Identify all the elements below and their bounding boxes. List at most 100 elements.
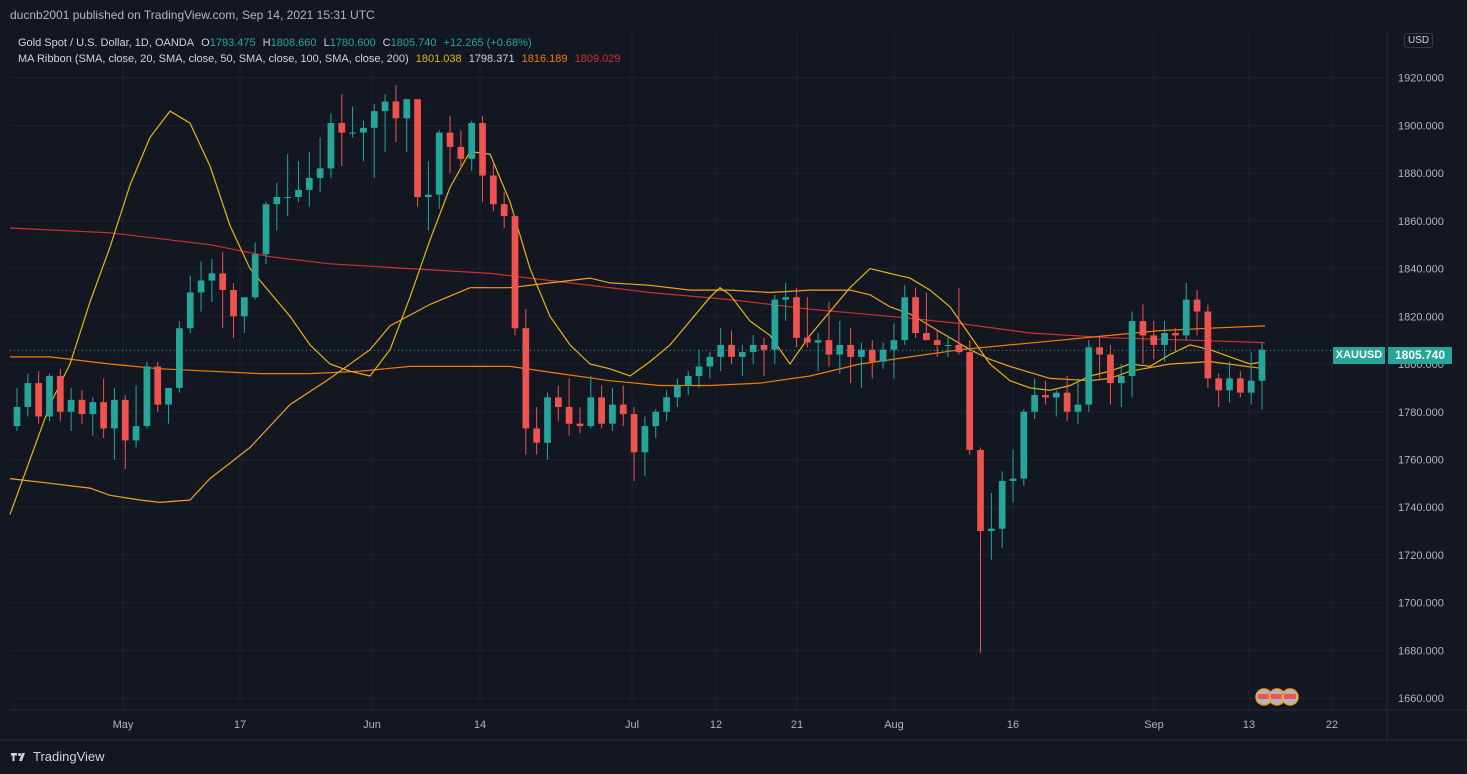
- y-tick-label: 1660.000: [1398, 693, 1444, 705]
- candle-body: [240, 297, 248, 317]
- candle-body: [284, 197, 292, 199]
- candle-body: [165, 387, 172, 405]
- candle-body: [803, 337, 811, 343]
- candle-body: [208, 273, 216, 281]
- event-flag-stripe: [1284, 694, 1296, 699]
- candle-body: [305, 177, 313, 190]
- candle-body: [1161, 333, 1168, 345]
- candle-body: [425, 194, 432, 198]
- candle-body: [24, 383, 32, 407]
- legend-close-label: C: [382, 37, 391, 49]
- candle-body: [468, 123, 476, 159]
- ma100-line: [10, 325, 1266, 387]
- candle-body: [923, 333, 930, 341]
- candle-body: [1247, 380, 1255, 393]
- candle-body: [1182, 299, 1190, 336]
- last-price-tag: 1805.740: [1388, 347, 1452, 364]
- y-tick-label: 1740.000: [1398, 502, 1444, 514]
- candle-body: [392, 101, 400, 119]
- candle-body: [674, 385, 681, 398]
- candle-body: [1074, 404, 1082, 412]
- candle-body: [500, 204, 508, 217]
- candle-body: [197, 280, 205, 293]
- candle-body: [630, 414, 638, 453]
- candle-body: [121, 399, 129, 441]
- candle-body: [111, 399, 118, 429]
- candle-body: [100, 402, 107, 429]
- candle-body: [933, 340, 941, 345]
- candle-body: [879, 349, 887, 362]
- candle-body: [1226, 378, 1233, 391]
- currency-badge[interactable]: USD: [1404, 33, 1434, 48]
- candle-body: [479, 123, 486, 176]
- x-tick-label: 13: [1243, 719, 1255, 731]
- candle-body: [186, 292, 194, 329]
- y-tick-label: 1680.000: [1398, 645, 1444, 657]
- candle-body: [1063, 392, 1071, 412]
- candle-body: [154, 366, 162, 405]
- publisher-text: ducnb2001 published on TradingView.com, …: [10, 8, 375, 22]
- candle-body: [706, 356, 714, 367]
- candle-body: [836, 344, 844, 355]
- candle-body: [977, 449, 984, 532]
- legend-ma100-value: 1816.189: [521, 53, 568, 65]
- legend-open-label: O: [201, 37, 210, 49]
- candle-body: [533, 428, 541, 443]
- candle-body: [295, 189, 302, 198]
- candle-body: [457, 146, 465, 159]
- legend-ohlc-row: Gold Spot / U.S. Dollar, 1D, OANDA O1793…: [18, 35, 624, 51]
- candle-body: [316, 168, 324, 178]
- candle-body: [251, 254, 259, 298]
- candle-body: [728, 344, 735, 357]
- candle-body: [684, 375, 692, 386]
- y-tick-label: 1780.000: [1398, 407, 1444, 419]
- candle-body: [13, 406, 21, 427]
- candle-body: [717, 344, 725, 357]
- footer: TradingView: [0, 740, 1467, 774]
- candle-body: [825, 340, 833, 355]
- x-tick-label: Jul: [625, 719, 639, 731]
- candle-body: [230, 290, 237, 317]
- x-tick-label: 12: [710, 719, 722, 731]
- x-tick-label: 14: [474, 719, 486, 731]
- y-tick-label: 1860.000: [1398, 216, 1444, 228]
- candle-body: [273, 197, 281, 205]
- legend-high: 1808.660: [270, 37, 317, 49]
- candle-body: [554, 397, 562, 407]
- candle-body: [544, 397, 551, 443]
- candle-body: [565, 406, 573, 424]
- tradingview-logo[interactable]: TradingView: [10, 749, 105, 764]
- candle-body: [511, 216, 519, 329]
- candle-body: [749, 344, 757, 353]
- candle-body: [1042, 395, 1049, 398]
- candle-body: [858, 349, 865, 357]
- y-tick-label: 1760.000: [1398, 454, 1444, 466]
- candle-body: [338, 123, 346, 133]
- legend-high-label: H: [262, 37, 271, 49]
- legend-ma-row: MA Ribbon (SMA, close, 20, SMA, close, 5…: [18, 51, 624, 67]
- candle-body: [1096, 347, 1103, 355]
- legend-ma20-value: 1801.038: [415, 53, 462, 65]
- candle-body: [652, 411, 660, 427]
- candle-body: [446, 132, 454, 147]
- candle-body: [771, 299, 779, 350]
- candle-body: [1128, 321, 1136, 376]
- y-tick-label: 1700.000: [1398, 598, 1444, 610]
- candle-body: [489, 175, 497, 205]
- candle-body: [1204, 311, 1212, 379]
- y-tick-label: 1820.000: [1398, 311, 1444, 323]
- candle-body: [890, 340, 898, 350]
- candle-body: [435, 132, 443, 195]
- candle-body: [1236, 378, 1244, 393]
- candle-body: [576, 423, 584, 427]
- legend-ma-title: MA Ribbon (SMA, close, 20, SMA, close, 5…: [18, 53, 409, 65]
- candle-body: [35, 383, 43, 417]
- candle-body: [868, 349, 876, 362]
- candle-body: [46, 375, 53, 417]
- candle-body: [955, 344, 963, 353]
- symbol-tag: XAUUSD: [1333, 347, 1385, 364]
- candle-body: [67, 399, 75, 412]
- candle-body: [987, 528, 995, 532]
- legend-low-label: L: [323, 37, 330, 49]
